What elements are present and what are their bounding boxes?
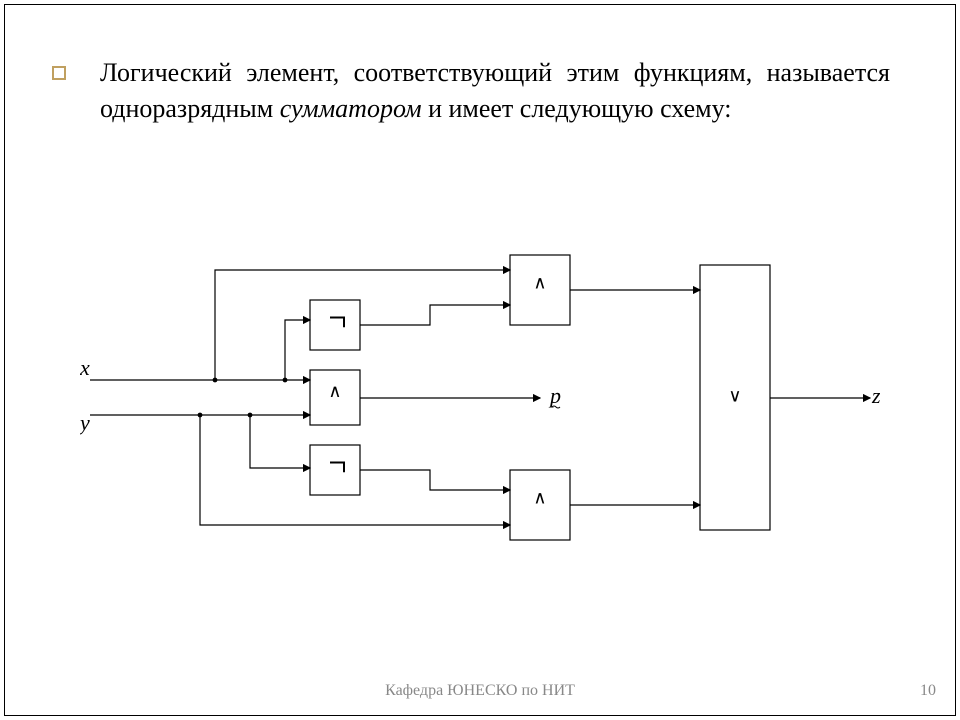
output-label-z: z (871, 383, 880, 408)
junction-dot (248, 413, 253, 418)
gate-label-and_mid: ∧ (328, 381, 341, 401)
wire (360, 305, 510, 325)
bullet-icon (52, 66, 66, 80)
wire (285, 320, 310, 380)
gate-label-and_top: ∧ (533, 273, 546, 293)
body-text: Логический элемент, соответствующий этим… (100, 55, 890, 128)
gate-label-and_bot: ∧ (533, 488, 546, 508)
body-italic: сумматором (280, 94, 422, 123)
body-suffix: и имеет следующую схему: (422, 94, 732, 123)
wire (250, 415, 310, 468)
footer-text: Кафедра ЮНЕСКО по НИТ (0, 682, 960, 700)
output-label-p: p (548, 383, 561, 408)
input-label-y: y (80, 410, 90, 435)
wire (360, 470, 510, 490)
logic-diagram: ∧ ∧ ∧ ∨ x y p z (80, 220, 880, 600)
input-label-x: x (80, 355, 90, 380)
junction-dot (283, 378, 288, 383)
junction-dot (198, 413, 203, 418)
gate-not_bot (310, 445, 360, 495)
gate-label-or: ∨ (728, 386, 741, 406)
page-number: 10 (920, 682, 936, 700)
gate-not_top (310, 300, 360, 350)
junction-dot (213, 378, 218, 383)
